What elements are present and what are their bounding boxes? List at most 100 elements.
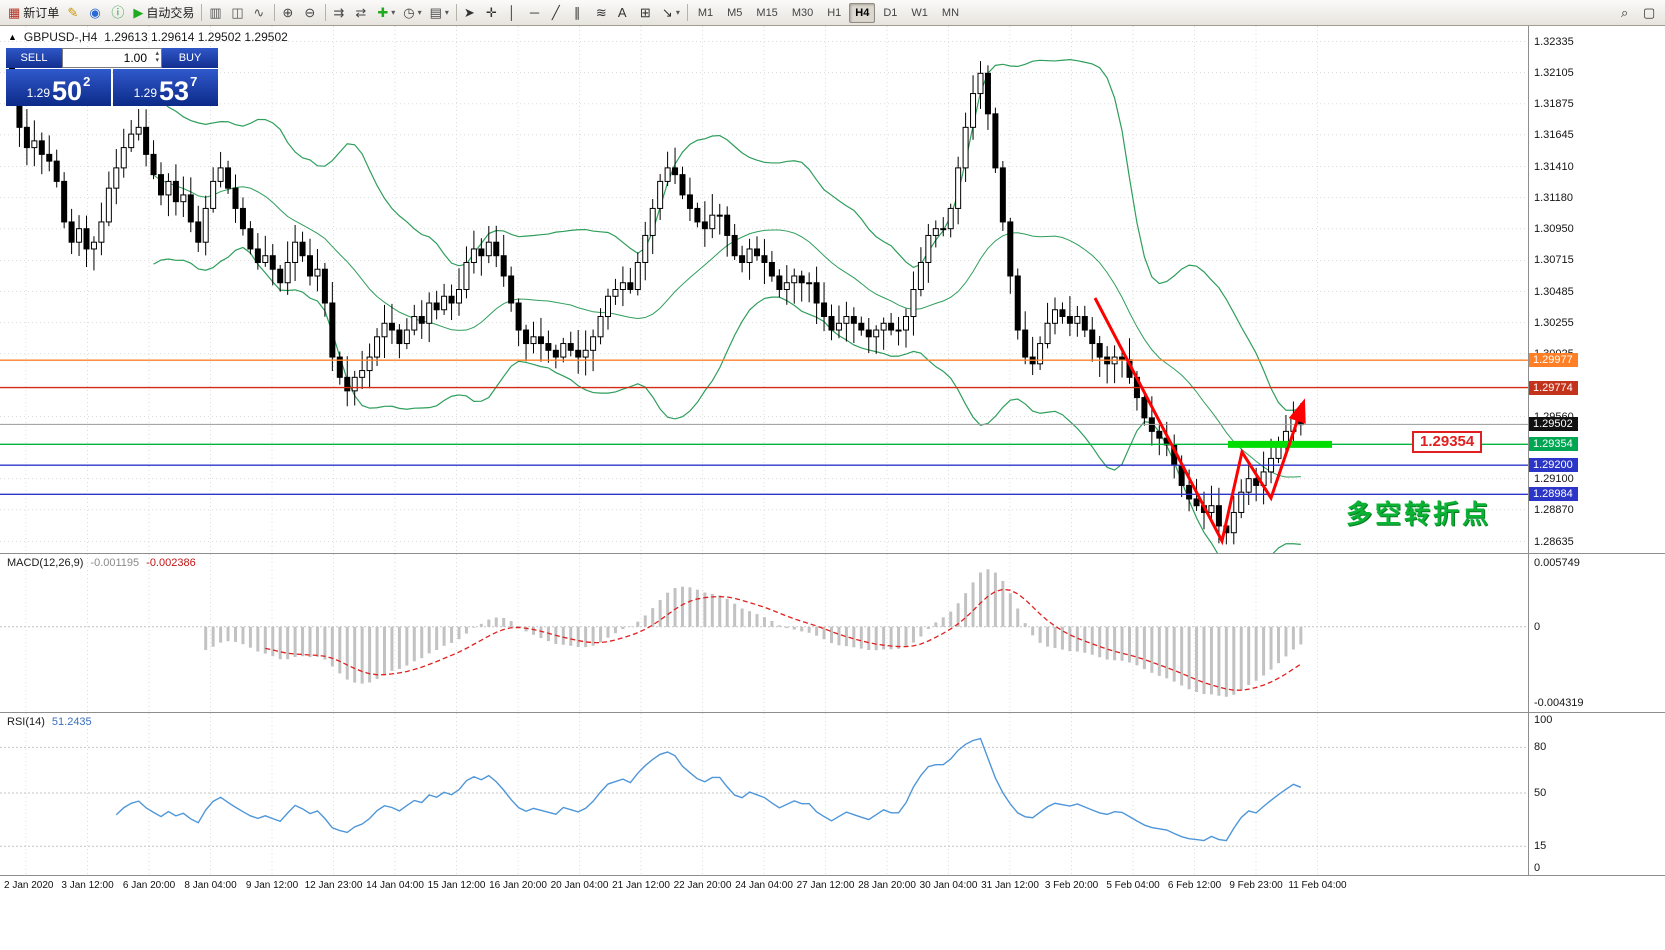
fibonacci-button[interactable]: ≋	[592, 2, 614, 24]
toolbar-right: ⌕ ▢	[1617, 2, 1661, 24]
candle	[500, 234, 507, 287]
candle	[1037, 336, 1044, 370]
chart-shift-button[interactable]: ⇄	[351, 2, 373, 24]
support-price-label[interactable]: 1.29354	[1412, 431, 1483, 453]
main-chart-panel: ▲ GBPUSD-,H4 1.29613 1.29614 1.29502 1.2…	[0, 26, 1665, 554]
candle	[143, 109, 150, 167]
new-window-button[interactable]: ▢	[1639, 2, 1661, 24]
trend-arrow-drawing[interactable]	[1093, 297, 1306, 546]
candle	[232, 174, 239, 223]
rsi-axis[interactable]: 100 80 50 15 0	[1528, 713, 1665, 875]
time-axis-label: 15 Jan 12:00	[427, 880, 486, 891]
pencil-icon: ✎	[67, 5, 79, 20]
main-price-axis[interactable]: 1.32335 1.32105 1.31875 1.31645 1.31410 1.311…	[1528, 26, 1665, 553]
indicators-button[interactable]: ✚ ▾	[373, 2, 399, 24]
candle	[1275, 436, 1282, 464]
help-button[interactable]: ⓘ	[107, 2, 129, 24]
candle	[195, 205, 202, 252]
sell-price-button[interactable]: 1.29 50 2	[6, 69, 111, 106]
crosshair-button[interactable]: ✛	[482, 2, 504, 24]
candle	[247, 221, 254, 255]
timeframe-m5-button[interactable]: M5	[721, 3, 748, 23]
templates-button[interactable]: ▤ ▾	[426, 2, 453, 24]
horizontal-line-icon: ─	[529, 5, 540, 20]
community-button[interactable]: ◉	[85, 2, 107, 24]
candle	[664, 151, 671, 187]
macd-panel: MACD(12,26,9) -0.001195 -0.002386 0.0057…	[0, 554, 1665, 713]
price-axis-label: 1.30485	[1534, 285, 1574, 298]
search-button[interactable]: ⌕	[1617, 2, 1639, 24]
chart-shift-icon: ⇄	[355, 5, 367, 20]
candle	[426, 292, 433, 343]
candle	[634, 252, 641, 296]
channel-icon: ∥	[573, 5, 581, 20]
time-axis-label: 24 Jan 04:00	[735, 880, 793, 891]
spinner-up-icon[interactable]: ▴	[155, 50, 159, 57]
channel-button[interactable]: ∥	[570, 2, 592, 24]
sell-button[interactable]: SELL	[6, 48, 62, 68]
toolbar-separator	[274, 4, 276, 21]
timeframe-m1-button[interactable]: M1	[692, 3, 719, 23]
autotrade-button[interactable]: ▶ 自动交易	[129, 2, 198, 24]
candle	[277, 264, 284, 292]
candle	[90, 236, 97, 271]
timeframe-m30-button[interactable]: M30	[786, 3, 819, 23]
candle	[456, 268, 462, 316]
candles-layer	[9, 61, 1304, 545]
timeframe-h1-button[interactable]: H1	[821, 3, 847, 23]
volume-spinner[interactable]: ▴ ▾	[155, 50, 159, 64]
cursor-button[interactable]: ➤	[460, 2, 482, 24]
candle	[1096, 335, 1103, 377]
metaeditor-button[interactable]: ✎	[63, 2, 85, 24]
price-chart-canvas[interactable]	[0, 26, 1528, 553]
rsi-value: 51.2435	[51, 716, 92, 728]
rsi-axis-label: 0	[1534, 862, 1541, 874]
toolbar: ▦ 新订单 ✎ ◉ ⓘ ▶ 自动交易 ▥ ◫ ∿ ⊕ ⊖ ⇉ ⇄ ✚ ▾ ◷ ▾ ▤ ▾ ➤ ✛ │ ─ ╱ ∥ ≋ A ⊞ ↘ ▾ M1 M…	[0, 0, 1665, 26]
timeframe-mn-button[interactable]: MN	[936, 3, 965, 23]
candlestick-chart-button[interactable]: ◫	[227, 2, 249, 24]
caret-down-icon: ▾	[675, 8, 680, 17]
vertical-line-button[interactable]: │	[504, 2, 526, 24]
time-axis[interactable]: 2 Jan 2020 3 Jan 12:00 6 Jan 20:00 8 Jan 04…	[0, 876, 1528, 898]
zoom-in-button[interactable]: ⊕	[278, 2, 300, 24]
line-chart-button[interactable]: ∿	[249, 2, 271, 24]
buy-price-button[interactable]: 1.29 53 7	[113, 69, 218, 106]
candle	[828, 304, 835, 341]
timeframe-m15-button[interactable]: M15	[750, 3, 783, 23]
candle	[858, 316, 865, 336]
buy-button[interactable]: BUY	[162, 48, 218, 68]
zoom-out-button[interactable]: ⊖	[300, 2, 322, 24]
new-order-button[interactable]: ▦ 新订单	[4, 2, 63, 24]
candle	[292, 224, 299, 282]
timeframe-d1-button[interactable]: D1	[877, 3, 903, 23]
trendline-button[interactable]: ╱	[548, 2, 570, 24]
candle	[619, 266, 626, 307]
horizontal-line-button[interactable]: ─	[526, 2, 548, 24]
text-label-button[interactable]: ⊞	[636, 2, 658, 24]
candle	[709, 194, 716, 239]
macd-axis-max: 0.005749	[1534, 557, 1580, 569]
volume-input[interactable]: 1.00 ▴ ▾	[62, 48, 162, 68]
candle	[992, 107, 999, 173]
periods-button[interactable]: ◷ ▾	[399, 2, 425, 24]
bar-chart-button[interactable]: ▥	[205, 2, 227, 24]
auto-scroll-button[interactable]: ⇉	[329, 2, 351, 24]
candle	[433, 290, 440, 320]
spinner-down-icon[interactable]: ▾	[155, 57, 159, 64]
turning-point-annotation[interactable]: 多空转折点	[1346, 499, 1492, 529]
candle	[217, 151, 224, 188]
candle	[38, 132, 45, 175]
rsi-canvas[interactable]	[0, 713, 1528, 875]
arrows-button[interactable]: ↘ ▾	[658, 2, 684, 24]
rsi-label: RSI(14) 51.2435	[7, 716, 92, 728]
candle	[478, 238, 485, 276]
text-button[interactable]: A	[614, 2, 636, 24]
ohlc-values: 1.29613 1.29614 1.29502 1.29502	[104, 30, 288, 44]
time-axis-label: 2 Jan 2020	[4, 880, 54, 891]
timeframe-w1-button[interactable]: W1	[905, 3, 934, 23]
candle	[61, 172, 68, 229]
macd-axis[interactable]: 0.005749 0 -0.004319	[1528, 554, 1665, 712]
candle	[761, 239, 768, 285]
macd-canvas[interactable]	[0, 554, 1528, 712]
timeframe-h4-button[interactable]: H4	[849, 2, 876, 23]
